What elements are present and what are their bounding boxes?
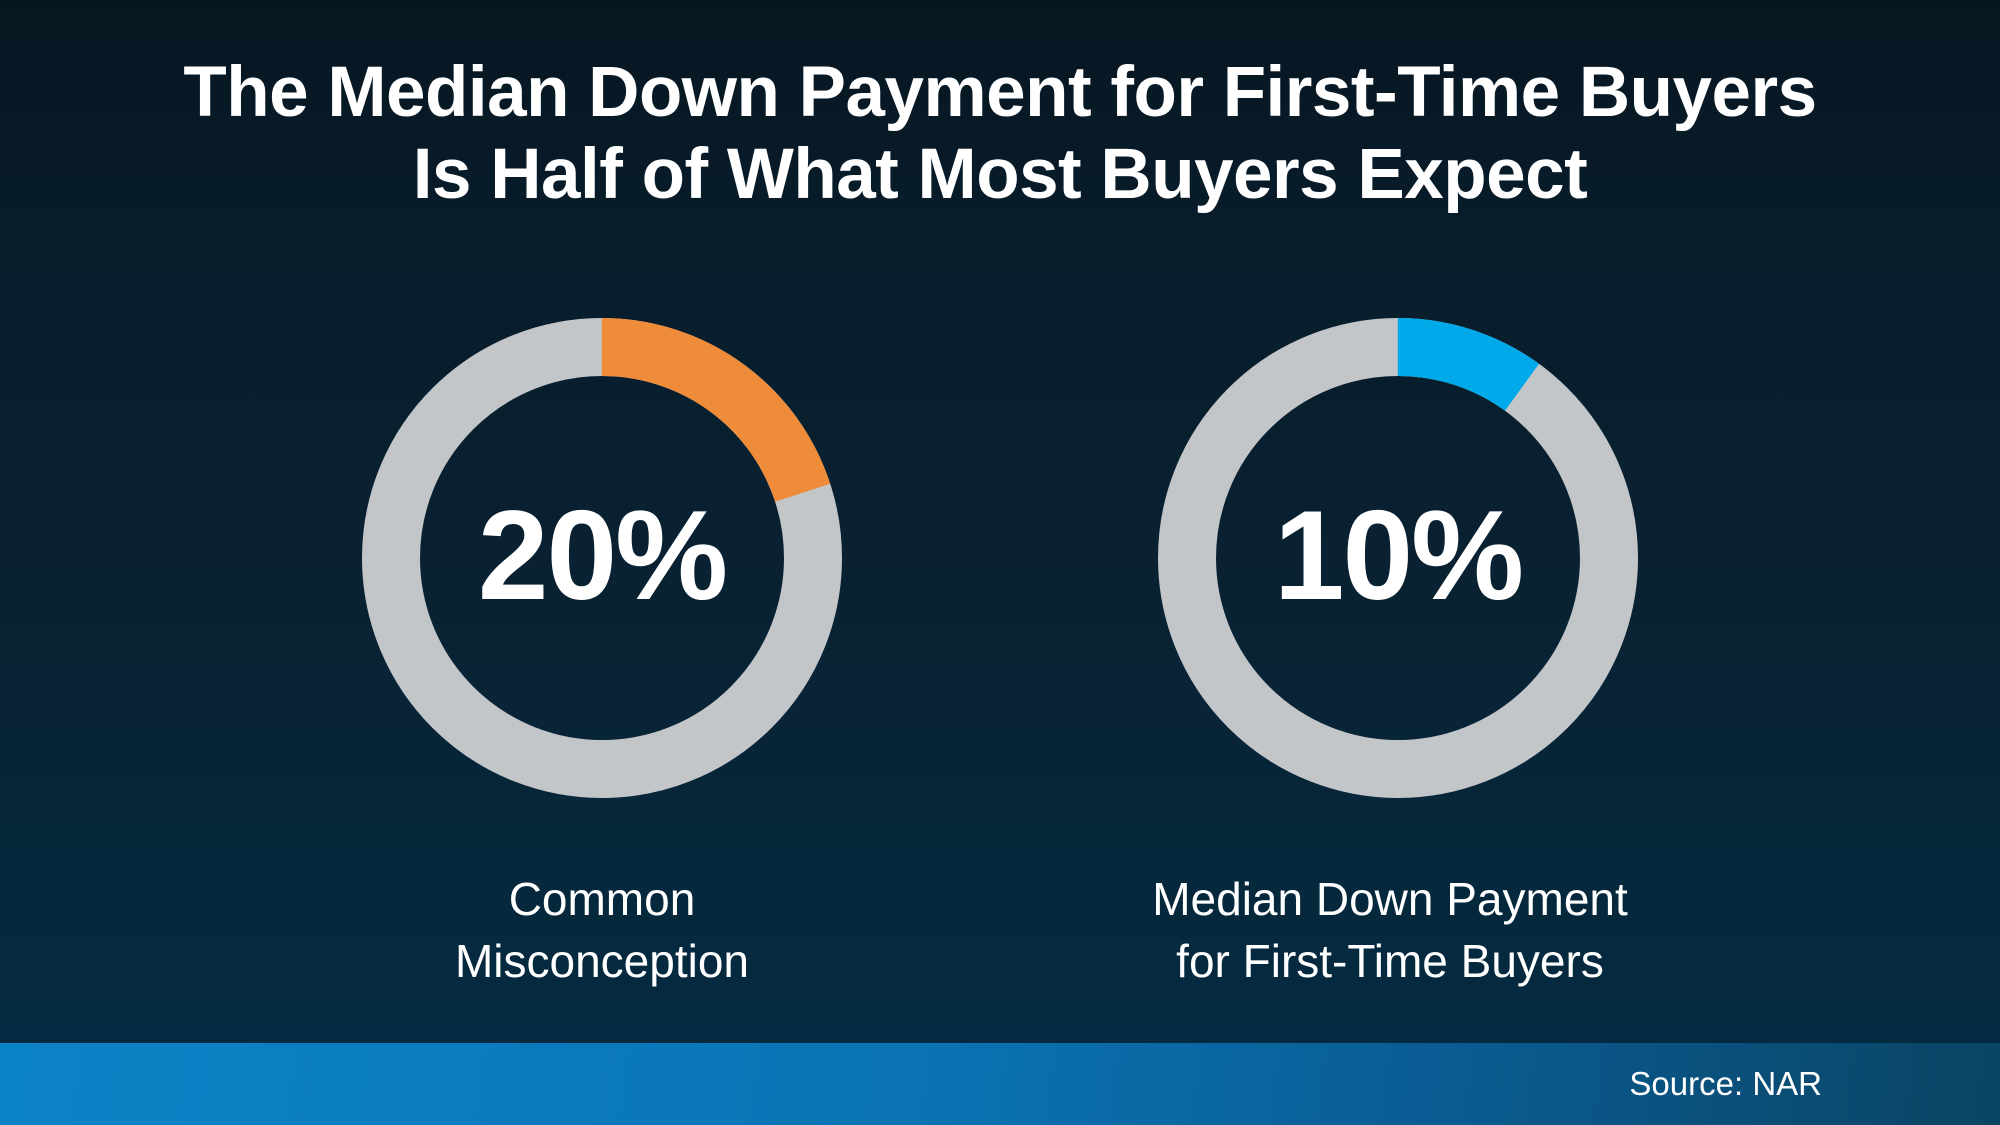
donut-caption-line-1: Median Down Payment	[1152, 873, 1628, 925]
page-title-line-2: Is Half of What Most Buyers Expect	[412, 135, 1588, 214]
donut-percentage-value: 10%	[1273, 484, 1524, 626]
donut-svg	[1158, 318, 1638, 798]
donut-chart-common-misconception: 20%	[362, 318, 842, 798]
footer-accent-bar: Source: NAR	[0, 1043, 2000, 1125]
donut-value-arc	[1158, 318, 1638, 798]
page-title-line-1: The Median Down Payment for First-Time B…	[183, 53, 1817, 132]
donut-svg	[362, 318, 842, 798]
donut-percentage-value: 20%	[477, 484, 728, 626]
donut-caption-line-2: Misconception	[454, 935, 750, 987]
donut-caption-median-down-payment: Median Down Payment for First-Time Buyer…	[1150, 868, 1630, 992]
donut-value-arc	[362, 318, 842, 798]
donut-chart-median-down-payment: 10%	[1158, 318, 1638, 798]
page-title: The Median Down Payment for First-Time B…	[0, 52, 2000, 216]
donut-caption-common-misconception: Common Misconception	[362, 868, 842, 992]
donut-caption-line-1: Common	[508, 873, 696, 925]
donut-caption-line-2: for First-Time Buyers	[1176, 935, 1604, 987]
source-attribution: Source: NAR	[1629, 1065, 1822, 1102]
